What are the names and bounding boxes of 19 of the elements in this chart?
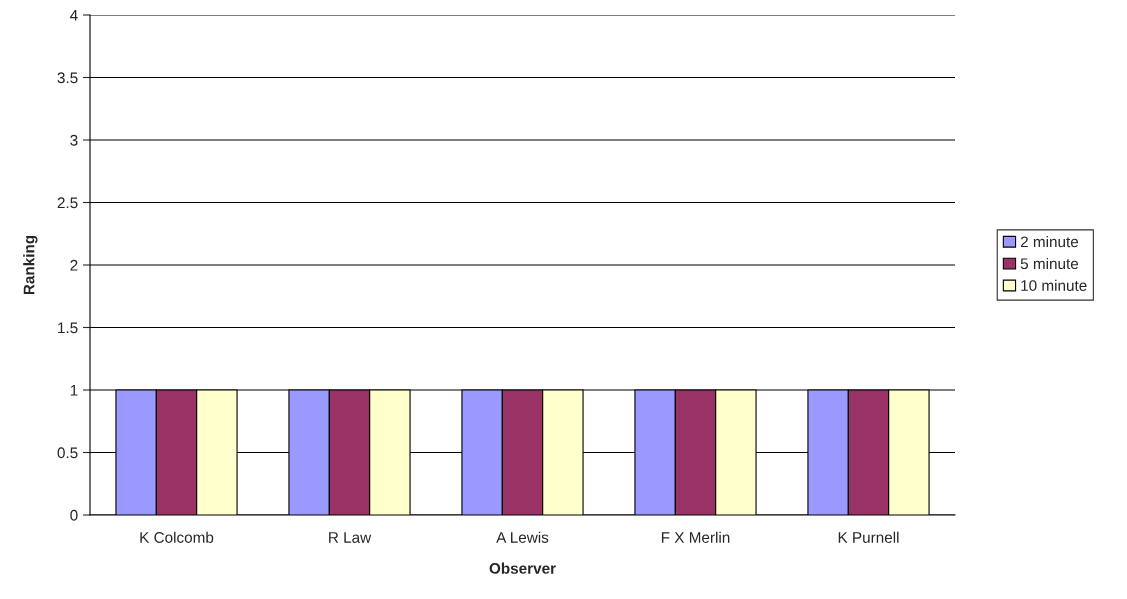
y-tick-label: 0 bbox=[70, 509, 78, 521]
y-tick-label: 1.5 bbox=[58, 322, 78, 334]
legend-label: 2 minute bbox=[1020, 236, 1079, 248]
y-tick-label: 4 bbox=[70, 10, 78, 21]
y-tick-label: 0.5 bbox=[57, 447, 78, 459]
x-axis-title: Observer bbox=[489, 562, 556, 574]
x-tick-label: K Colcomb bbox=[140, 531, 214, 543]
x-tick-label: A Lewis bbox=[496, 531, 549, 543]
x-tick-label: K Purnell bbox=[838, 531, 899, 543]
legend-label: 10 minute bbox=[1021, 279, 1087, 291]
x-tick-label: F X Merlin bbox=[661, 531, 730, 543]
y-axis-title: Ranking bbox=[23, 235, 38, 295]
legend-label: 5 minute bbox=[1020, 257, 1079, 270]
y-tick-label: 2 bbox=[70, 259, 78, 271]
y-tick-label: 3.5 bbox=[57, 72, 78, 84]
y-tick-label: 2.5 bbox=[57, 197, 78, 209]
y-tick-label: 1 bbox=[70, 385, 78, 396]
y-tick-label: 3 bbox=[70, 134, 78, 146]
x-tick-label: R Law bbox=[329, 532, 372, 543]
